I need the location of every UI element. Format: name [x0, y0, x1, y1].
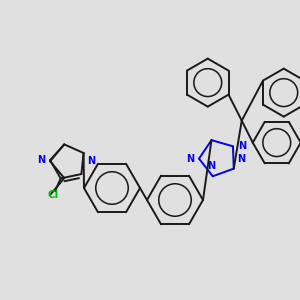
- Text: N: N: [88, 156, 96, 166]
- Text: N: N: [207, 161, 215, 171]
- Text: N: N: [238, 141, 246, 151]
- Text: Cl: Cl: [48, 190, 59, 200]
- Text: N: N: [237, 154, 245, 164]
- Text: N: N: [37, 155, 45, 165]
- Text: N: N: [186, 154, 194, 164]
